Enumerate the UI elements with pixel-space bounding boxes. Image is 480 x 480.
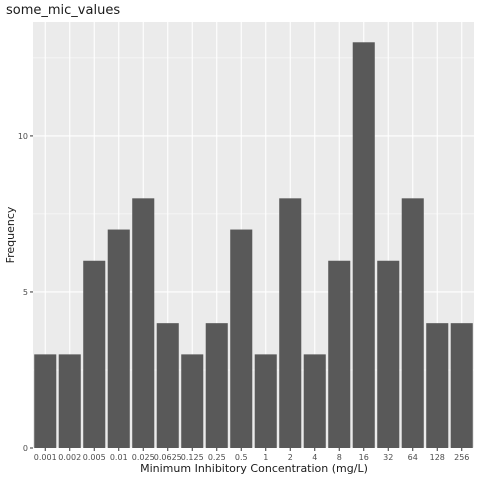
bars bbox=[34, 42, 473, 449]
x-tick-label: 0.125 bbox=[181, 453, 204, 462]
bar-0.01 bbox=[107, 229, 130, 448]
x-tick-label: 128 bbox=[430, 453, 445, 462]
plot-panel bbox=[33, 22, 474, 448]
x-tick-label: 256 bbox=[454, 453, 469, 462]
bar-32 bbox=[377, 260, 400, 448]
x-tick-label: 0.005 bbox=[83, 453, 106, 462]
bar-0.0625 bbox=[156, 323, 179, 448]
y-tick-label: 5 bbox=[23, 288, 28, 297]
minor-gridlines bbox=[33, 57, 474, 371]
x-tick-label: 1 bbox=[263, 453, 268, 462]
y-tick-label: 10 bbox=[18, 132, 28, 141]
y-tick-label: 0 bbox=[23, 444, 28, 453]
x-axis-title: Minimum Inhibitory Concentration (mg/L) bbox=[140, 462, 368, 475]
y-axis: 0 5 10 bbox=[18, 132, 33, 453]
x-tick-label: 2 bbox=[288, 453, 293, 462]
bar-1 bbox=[254, 354, 277, 448]
bar-8 bbox=[328, 260, 351, 448]
bar-0.002 bbox=[58, 354, 81, 448]
bar-64 bbox=[401, 198, 424, 448]
x-tick-label: 0.25 bbox=[208, 453, 226, 462]
y-axis-title: Frequency bbox=[4, 206, 17, 263]
bar-2 bbox=[279, 198, 302, 448]
x-tick-label: 4 bbox=[312, 453, 317, 462]
bar-256 bbox=[450, 323, 473, 448]
bar-4 bbox=[303, 354, 326, 448]
x-tick-label: 0.01 bbox=[110, 453, 128, 462]
bar-0.005 bbox=[83, 260, 106, 448]
x-tick-label: 8 bbox=[337, 453, 342, 462]
bar-0.125 bbox=[181, 354, 204, 448]
bar-0.25 bbox=[205, 323, 228, 448]
x-tick-label: 16 bbox=[359, 453, 369, 462]
bar-0.001 bbox=[34, 354, 57, 448]
x-tick-label: 64 bbox=[408, 453, 418, 462]
x-tick-label: 0.025 bbox=[132, 453, 155, 462]
bar-0.5 bbox=[230, 229, 253, 448]
bar-0.025 bbox=[132, 198, 155, 448]
x-tick-label: 0.001 bbox=[34, 453, 57, 462]
x-tick-label: 0.5 bbox=[235, 453, 248, 462]
bar-128 bbox=[426, 323, 449, 448]
chart-title: some_mic_values bbox=[6, 3, 120, 18]
bar-16 bbox=[352, 42, 375, 449]
x-axis: 0.001 0.002 0.005 0.01 0.025 0.0625 0.125 0.25 0… bbox=[34, 448, 469, 462]
x-tick-label: 32 bbox=[383, 453, 393, 462]
x-tick-label: 0.002 bbox=[58, 453, 81, 462]
x-tick-label: 0.0625 bbox=[154, 453, 182, 462]
